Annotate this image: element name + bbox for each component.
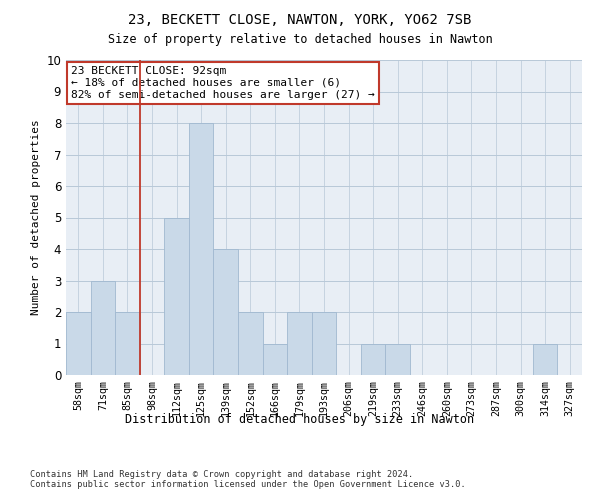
Bar: [66, 312, 91, 375]
Text: Distribution of detached houses by size in Nawton: Distribution of detached houses by size …: [125, 412, 475, 426]
Text: 23, BECKETT CLOSE, NAWTON, YORK, YO62 7SB: 23, BECKETT CLOSE, NAWTON, YORK, YO62 7S…: [128, 12, 472, 26]
Y-axis label: Number of detached properties: Number of detached properties: [31, 120, 41, 316]
Bar: [91, 280, 115, 375]
Text: Size of property relative to detached houses in Nawton: Size of property relative to detached ho…: [107, 32, 493, 46]
Text: Contains HM Land Registry data © Crown copyright and database right 2024.: Contains HM Land Registry data © Crown c…: [30, 470, 413, 479]
Bar: [263, 344, 287, 375]
Bar: [189, 123, 214, 375]
Bar: [533, 344, 557, 375]
Bar: [385, 344, 410, 375]
Bar: [238, 312, 263, 375]
Bar: [287, 312, 312, 375]
Text: 23 BECKETT CLOSE: 92sqm
← 18% of detached houses are smaller (6)
82% of semi-det: 23 BECKETT CLOSE: 92sqm ← 18% of detache…: [71, 66, 375, 100]
Bar: [214, 249, 238, 375]
Bar: [164, 218, 189, 375]
Text: Contains public sector information licensed under the Open Government Licence v3: Contains public sector information licen…: [30, 480, 466, 489]
Bar: [115, 312, 140, 375]
Bar: [312, 312, 336, 375]
Bar: [361, 344, 385, 375]
